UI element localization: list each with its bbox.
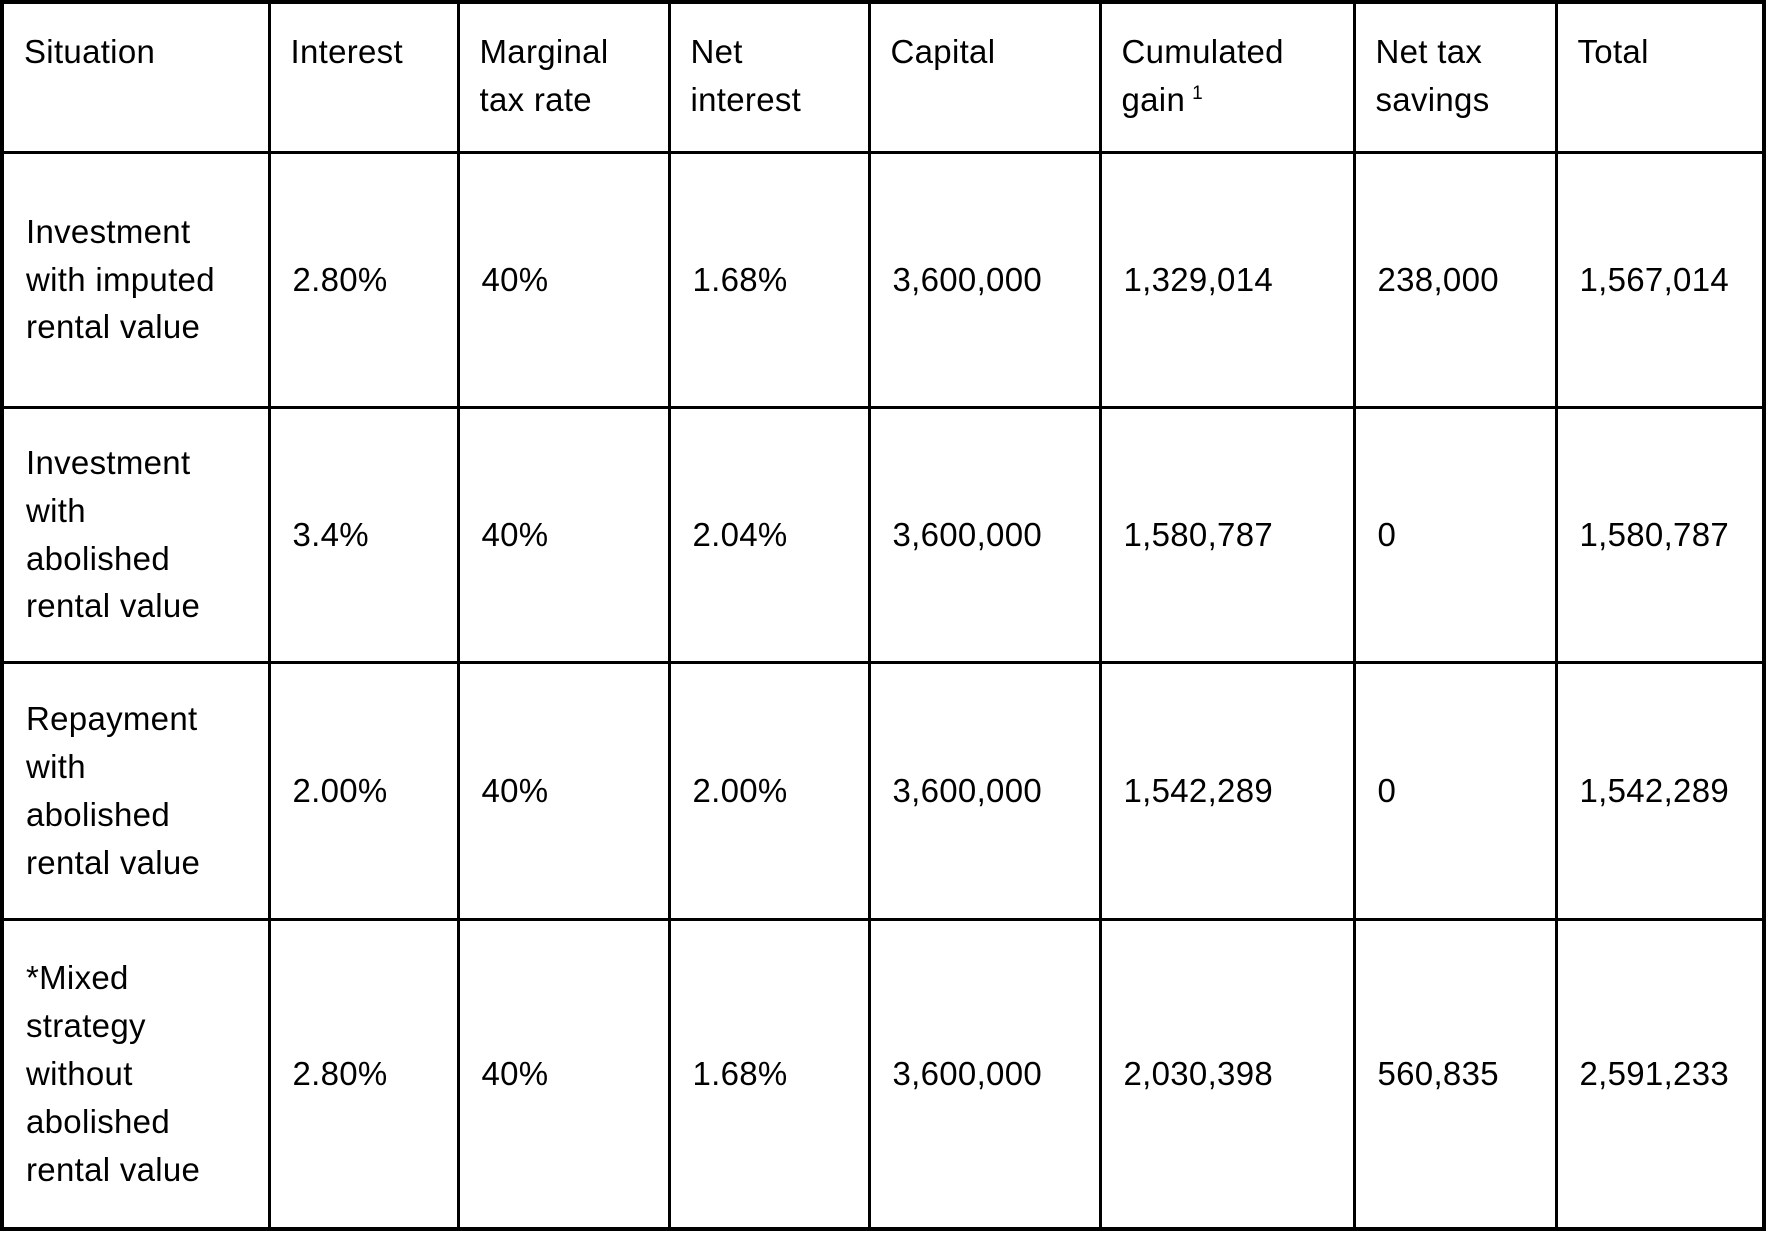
- cell-cumulated-gain: 2,030,398: [1098, 917, 1356, 1231]
- cell-situation: Investment with abolished rental value: [0, 405, 271, 664]
- cell-interest: 2.80%: [267, 917, 460, 1231]
- row-mixed-strategy: *Mixed strategy without abolished rental…: [0, 917, 1766, 1231]
- cell-total: 1,542,289: [1554, 660, 1766, 921]
- row-investment-abolished-rental-value: Investment with abolished rental value 3…: [0, 405, 1766, 664]
- cell-cumulated-gain: 1,542,289: [1098, 660, 1356, 921]
- column-header-net-interest: Net interest: [667, 0, 871, 154]
- cell-interest: 2.00%: [267, 660, 460, 921]
- footnote-marker: 1: [1192, 82, 1203, 104]
- cell-interest: 3.4%: [267, 405, 460, 664]
- column-header-capital: Capital: [867, 0, 1102, 154]
- cell-situation: Investment with imputed rental value: [0, 150, 271, 409]
- cell-net-tax-savings: 0: [1352, 660, 1558, 921]
- cell-net-tax-savings: 560,835: [1352, 917, 1558, 1231]
- row-investment-imputed-rental-value: Investment with imputed rental value 2.8…: [0, 150, 1766, 409]
- cell-total: 1,567,014: [1554, 150, 1766, 409]
- cell-marginal-tax-rate: 40%: [456, 660, 671, 921]
- column-header-interest: Interest: [267, 0, 460, 154]
- cell-capital: 3,600,000: [867, 660, 1102, 921]
- cell-capital: 3,600,000: [867, 917, 1102, 1231]
- cell-net-tax-savings: 238,000: [1352, 150, 1558, 409]
- column-header-total: Total: [1554, 0, 1766, 154]
- cell-net-tax-savings: 0: [1352, 405, 1558, 664]
- cell-capital: 3,600,000: [867, 405, 1102, 664]
- cell-net-interest: 1.68%: [667, 150, 871, 409]
- cell-marginal-tax-rate: 40%: [456, 405, 671, 664]
- cell-cumulated-gain: 1,329,014: [1098, 150, 1356, 409]
- header-row: Situation Interest Marginal tax rate Net…: [0, 0, 1766, 154]
- cell-situation: Repayment with abolished rental value: [0, 660, 271, 921]
- column-header-net-tax-savings: Net tax savings: [1352, 0, 1558, 154]
- cell-capital: 3,600,000: [867, 150, 1102, 409]
- cell-interest: 2.80%: [267, 150, 460, 409]
- cell-marginal-tax-rate: 40%: [456, 917, 671, 1231]
- column-header-cumulated-gain: Cumulated gain 1: [1098, 0, 1356, 154]
- cell-situation: *Mixed strategy without abolished rental…: [0, 917, 271, 1231]
- row-repayment-abolished-rental-value: Repayment with abolished rental value 2.…: [0, 660, 1766, 921]
- cell-marginal-tax-rate: 40%: [456, 150, 671, 409]
- cell-net-interest: 2.00%: [667, 660, 871, 921]
- cell-total: 2,591,233: [1554, 917, 1766, 1231]
- column-header-marginal-tax-rate: Marginal tax rate: [456, 0, 671, 154]
- cell-cumulated-gain: 1,580,787: [1098, 405, 1356, 664]
- column-header-cumulated-gain-label: Cumulated gain: [1121, 33, 1284, 118]
- cell-net-interest: 1.68%: [667, 917, 871, 1231]
- column-header-situation: Situation: [0, 0, 271, 154]
- cell-total: 1,580,787: [1554, 405, 1766, 664]
- cell-net-interest: 2.04%: [667, 405, 871, 664]
